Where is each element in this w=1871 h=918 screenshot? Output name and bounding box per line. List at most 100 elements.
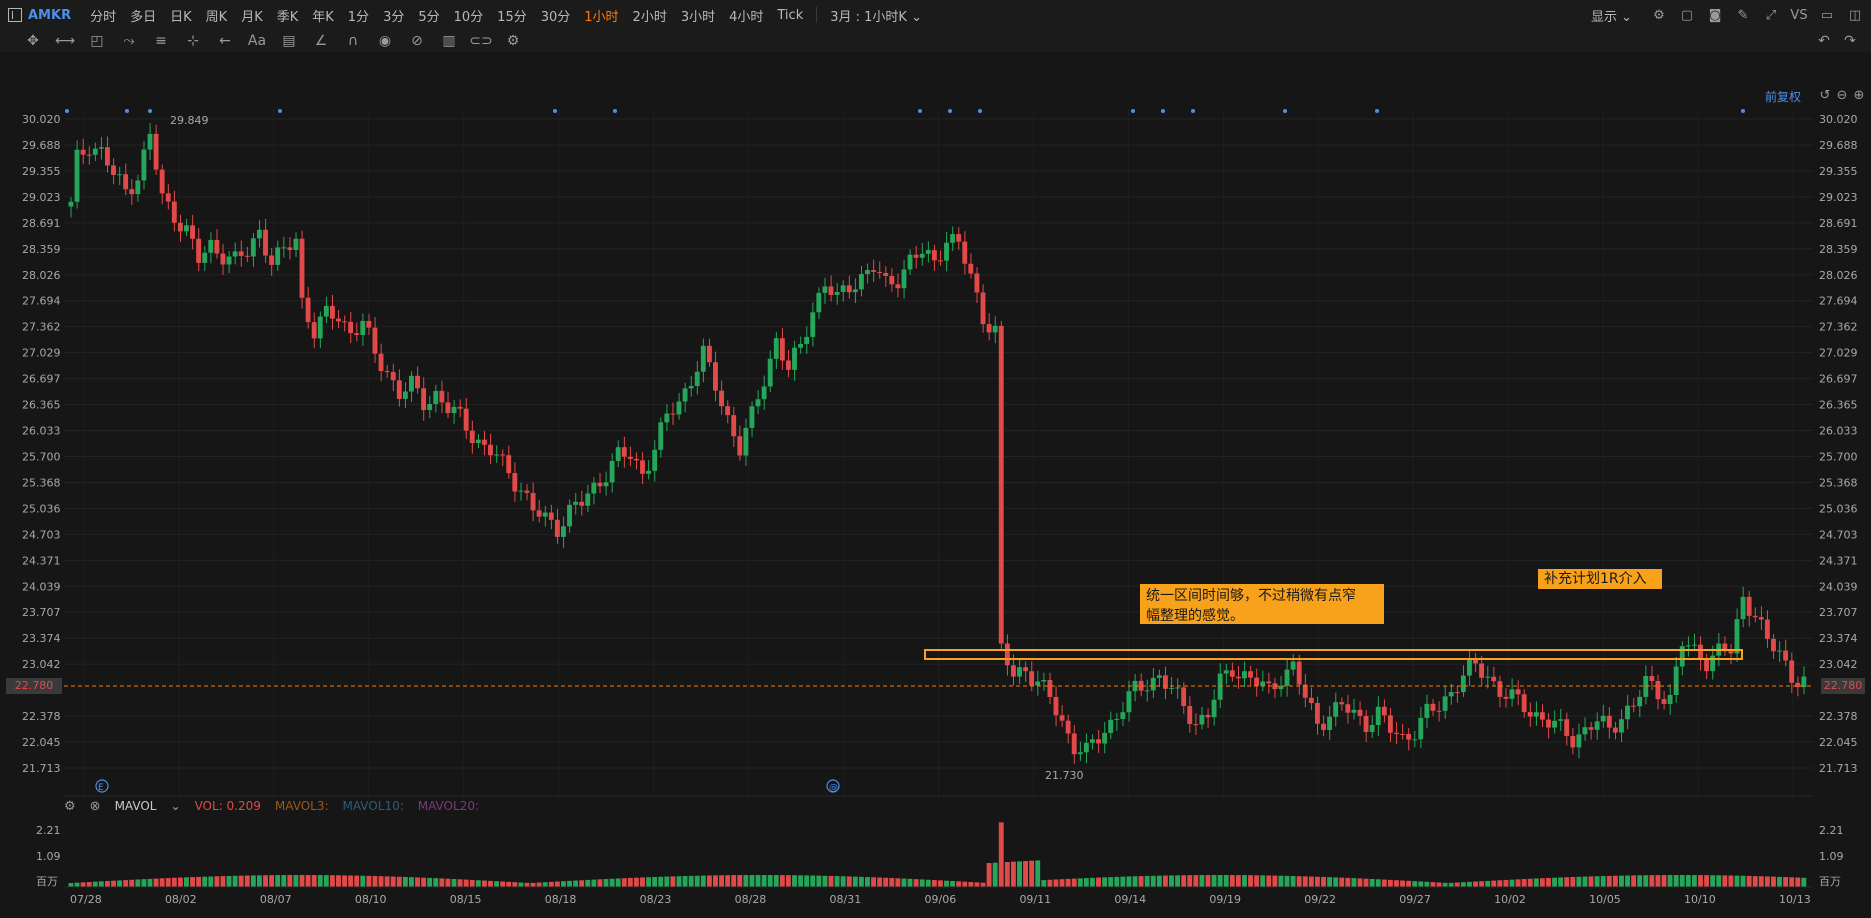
tab-timeframe-13[interactable]: 1小时: [584, 9, 619, 25]
window-icon[interactable]: ◫: [1848, 7, 1862, 23]
adjust-label[interactable]: 前复权: [1765, 90, 1802, 104]
move-icon[interactable]: ✥: [27, 33, 39, 49]
tab-timeframe-10[interactable]: 10分: [453, 9, 484, 25]
arrow-tool-icon[interactable]: ←: [219, 33, 231, 49]
volume-bar: [1053, 879, 1059, 887]
fib-tool-icon[interactable]: ≡: [155, 33, 167, 49]
volume-bar: [1162, 875, 1168, 887]
volume-bar: [1418, 881, 1424, 887]
pencil-icon[interactable]: ✎: [1737, 7, 1749, 23]
annotation-note-1[interactable]: 统一区间时间够，不过稍微有点窄 幅整理的感觉。: [1140, 584, 1384, 624]
event-dot[interactable]: [1161, 109, 1165, 113]
path-tool-icon[interactable]: ⤳: [123, 33, 135, 49]
candle-body: [1345, 704, 1351, 713]
volume-bar: [731, 875, 737, 887]
tab-timeframe-15[interactable]: 3小时: [680, 9, 716, 25]
candle-body: [822, 286, 828, 293]
y-tick-label-right: 30.020: [1819, 113, 1858, 126]
tab-timeframe-2[interactable]: 日K: [170, 9, 192, 25]
tab-timeframe-11[interactable]: 15分: [497, 9, 527, 25]
comment-icon[interactable]: ▤: [282, 33, 296, 49]
event-dot[interactable]: [1741, 109, 1745, 113]
redo-icon[interactable]: ↷: [1844, 33, 1856, 49]
trash-icon[interactable]: ▥: [442, 33, 456, 49]
candle-body: [293, 238, 299, 250]
tab-timeframe-4[interactable]: 月K: [241, 9, 263, 25]
link-icon[interactable]: ⊂⊃: [469, 33, 493, 49]
event-dot[interactable]: [918, 109, 922, 113]
candle-body: [956, 234, 962, 242]
zoom-in-icon[interactable]: ⊕: [1853, 87, 1865, 103]
candle-body: [755, 399, 761, 407]
event-dot[interactable]: [125, 109, 129, 113]
tab-timeframe-12[interactable]: 30分: [540, 9, 571, 25]
camera-icon[interactable]: ◙: [1708, 7, 1722, 23]
volume-bar: [481, 880, 487, 887]
earnings-marker[interactable]: [95, 779, 109, 793]
event-dot[interactable]: [148, 109, 152, 113]
dividend-marker[interactable]: [826, 779, 840, 793]
layout-icon[interactable]: ▢: [1680, 7, 1694, 23]
event-dot[interactable]: [613, 109, 617, 113]
chevron-down-icon[interactable]: ⌄: [170, 799, 181, 813]
tab-timeframe-16[interactable]: 4小时: [729, 9, 764, 25]
event-dot[interactable]: [65, 109, 69, 113]
volume-bar: [1205, 875, 1211, 887]
tab-timeframe-14[interactable]: 2小时: [632, 9, 667, 25]
tab-timeframe-9[interactable]: 5分: [418, 9, 440, 25]
tab-timeframe-8[interactable]: 3分: [383, 9, 405, 25]
event-dot[interactable]: [1191, 109, 1195, 113]
volume-bar: [931, 880, 937, 887]
event-dot[interactable]: [978, 109, 982, 113]
event-dot[interactable]: [553, 109, 557, 113]
tab-timeframe-3[interactable]: 周K: [205, 9, 228, 25]
volume-bar: [512, 882, 518, 887]
candle-body: [743, 427, 749, 456]
volume-bar: [1400, 880, 1405, 887]
brush-icon[interactable]: ∠: [314, 33, 328, 49]
event-dot[interactable]: [948, 109, 952, 113]
range-box[interactable]: [924, 649, 1743, 660]
candle-body: [713, 362, 718, 391]
volume-bar: [1211, 875, 1217, 887]
tab-timeframe-7[interactable]: 1分: [347, 9, 370, 25]
line-tool-icon[interactable]: ⟷: [54, 33, 76, 49]
settings-icon[interactable]: ⚙: [1653, 7, 1665, 23]
book-icon[interactable]: ▭: [1820, 7, 1834, 23]
volume-bar: [1716, 875, 1722, 887]
gear-icon[interactable]: ⚙: [506, 33, 520, 49]
tab-timeframe-5[interactable]: 季K: [276, 9, 299, 25]
candle-body: [1041, 679, 1047, 682]
undo-icon[interactable]: ↶: [1818, 33, 1830, 49]
annotation-note-2[interactable]: 补充计划1R介入: [1538, 569, 1662, 589]
vs-compare[interactable]: VS: [1790, 7, 1808, 23]
volume-bar: [1564, 877, 1570, 887]
eye-icon[interactable]: ◉: [378, 33, 392, 49]
magnet-icon[interactable]: ∩: [347, 33, 359, 49]
event-dot[interactable]: [1131, 109, 1135, 113]
event-dot[interactable]: [1283, 109, 1287, 113]
indicator-settings-icon[interactable]: ⚙: [64, 798, 76, 814]
tab-timeframe-17[interactable]: Tick: [777, 7, 804, 23]
indicator-close-icon[interactable]: ⊗: [89, 798, 101, 814]
event-dot[interactable]: [1375, 109, 1379, 113]
symbol-label[interactable]: AMKR: [28, 7, 72, 23]
event-dot[interactable]: [278, 109, 282, 113]
measure-tool-icon[interactable]: ⊹: [187, 33, 199, 49]
candle-body: [1740, 596, 1746, 620]
display-menu[interactable]: 显示 ⌄: [1590, 9, 1632, 25]
reset-icon[interactable]: ↺: [1819, 87, 1831, 103]
price-chart[interactable]: 30.020 30.020 29.688 29.688 29.355 29.355 29.0…: [0, 52, 1871, 918]
volume-bar: [287, 875, 293, 887]
tab-timeframe-0[interactable]: 分时: [90, 9, 117, 25]
range-select[interactable]: 3月 : 1小时K ⌄: [823, 6, 929, 25]
tab-timeframe-1[interactable]: 多日: [130, 9, 157, 25]
shape-tool-icon[interactable]: ◰: [90, 33, 104, 49]
sidebar-toggle-icon[interactable]: [8, 8, 22, 22]
text-tool-icon[interactable]: Aa: [247, 33, 267, 49]
fullscreen-icon[interactable]: ⤢: [1765, 7, 1777, 23]
indicator-name[interactable]: MAVOL: [114, 799, 157, 813]
zoom-out-icon[interactable]: ⊖: [1836, 87, 1848, 103]
tab-timeframe-6[interactable]: 年K: [312, 9, 334, 25]
hide-icon[interactable]: ⊘: [411, 33, 423, 49]
